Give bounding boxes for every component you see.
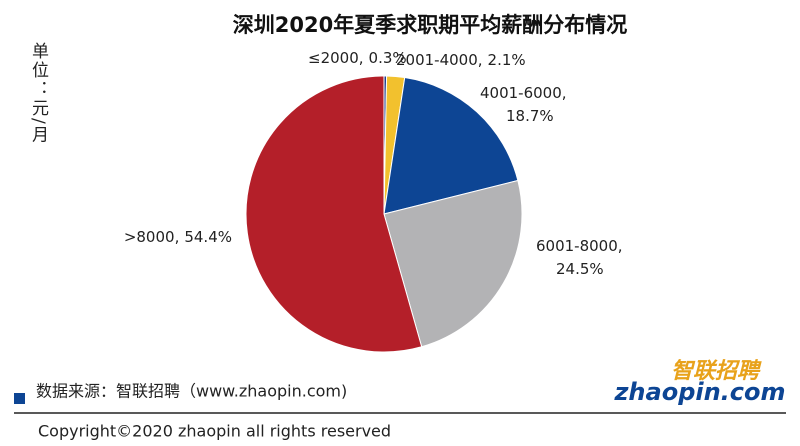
slice-value-label: 0.3% xyxy=(369,49,407,67)
label-separator: , xyxy=(562,84,567,102)
logo-cn: 智联招聘 xyxy=(671,358,762,384)
unit-label: 单位：元/月 xyxy=(28,42,49,145)
slice-category: 6001-8000 xyxy=(536,237,618,255)
slice-category: 4001-6000 xyxy=(480,84,562,102)
label-separator: , xyxy=(175,228,180,246)
pie-slice xyxy=(383,179,523,348)
label-separator: , xyxy=(359,49,364,67)
slice-category: 2001-4000 xyxy=(396,51,478,69)
slice-value-label: 24.5% xyxy=(556,260,604,278)
slice-label: 6001-8000, 24.5% xyxy=(536,237,623,278)
source-marker xyxy=(14,393,25,404)
slice-category: >8000 xyxy=(124,228,175,246)
slice-value-label: 2.1% xyxy=(488,51,526,69)
chart-title: 深圳2020年夏季求职期平均薪酬分布情况 xyxy=(233,13,627,37)
label-separator: , xyxy=(618,237,623,255)
source: 数据来源：智联招聘（www.zhaopin.com) xyxy=(36,382,347,401)
copyright: Copyright©2020 zhaopin all rights reserv… xyxy=(38,422,391,441)
slice-label: >8000, 54.4% xyxy=(124,228,232,246)
logo-en: zhaopin.com xyxy=(613,378,785,406)
label-separator: , xyxy=(478,51,483,69)
slice-label: ≤2000, 0.3% xyxy=(308,49,407,67)
slice-category: ≤2000 xyxy=(308,49,359,67)
slice-label: 4001-6000, 18.7% xyxy=(480,84,567,125)
slice-value-label: 54.4% xyxy=(184,228,232,246)
slice-label: 2001-4000, 2.1% xyxy=(396,51,526,69)
pie-slice xyxy=(383,76,519,215)
slice-value-label: 18.7% xyxy=(506,107,554,125)
pie-slice xyxy=(245,75,423,353)
